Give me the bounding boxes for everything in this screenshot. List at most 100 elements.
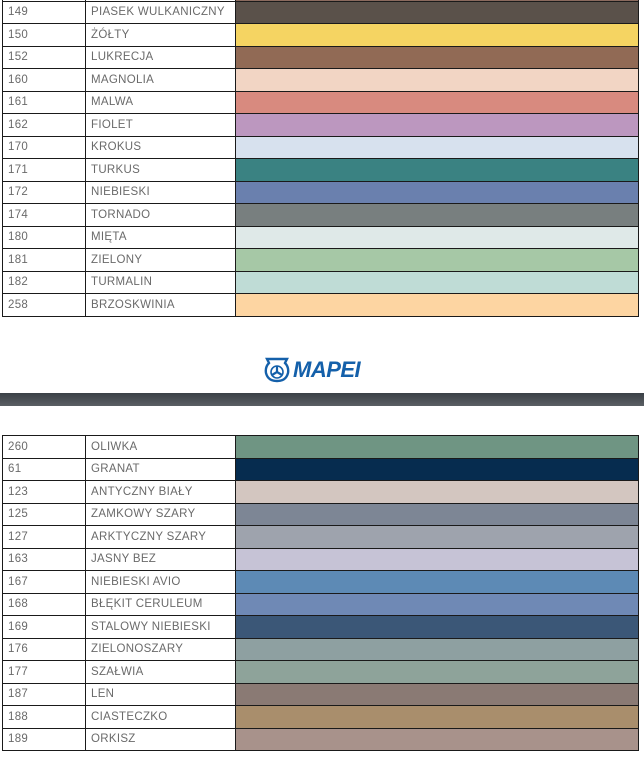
color-row: 170 KROKUS — [2, 135, 639, 159]
color-row: 174 TORNADO — [2, 203, 639, 227]
color-code: 188 — [2, 705, 86, 729]
color-name: MAGNOLIA — [85, 68, 236, 92]
color-row: 149 PIASEK WULKANICZNY — [2, 0, 639, 24]
color-swatch — [235, 637, 639, 661]
color-row: 188 CIASTECZKO — [2, 705, 639, 729]
color-swatch — [235, 592, 639, 616]
mapei-emblem-icon — [264, 357, 290, 383]
color-name: ŻÓŁTY — [85, 23, 236, 47]
color-name: OLIWKA — [85, 435, 236, 459]
color-table-top: 149 PIASEK WULKANICZNY 150 ŻÓŁTY 152 LUKRECJA… — [2, 0, 639, 317]
color-row: 161 MALWA — [2, 90, 639, 114]
color-code: 171 — [2, 158, 86, 182]
color-code: 167 — [2, 570, 86, 594]
color-swatch — [235, 225, 639, 249]
color-row: 160 MAGNOLIA — [2, 68, 639, 92]
color-code: 61 — [2, 457, 86, 481]
color-row: 176 ZIELONOSZARY — [2, 637, 639, 661]
color-swatch — [235, 457, 639, 481]
color-name: SZAŁWIA — [85, 660, 236, 684]
color-table-bottom: 260 OLIWKA 61 GRANAT 123 ANTYCZNY BIAŁY 125 ZAM… — [2, 435, 639, 751]
color-swatch — [235, 435, 639, 459]
color-row: 171 TURKUS — [2, 158, 639, 182]
color-row: 182 TURMALIN — [2, 270, 639, 294]
color-code: 170 — [2, 135, 86, 159]
color-swatch — [235, 68, 639, 92]
color-row: 163 JASNY BEZ — [2, 547, 639, 571]
color-code: 149 — [2, 0, 86, 24]
color-code: 168 — [2, 592, 86, 616]
color-code: 150 — [2, 23, 86, 47]
color-name: ZAMKOWY SZARY — [85, 502, 236, 526]
color-name: JASNY BEZ — [85, 547, 236, 571]
color-row: 168 BŁĘKIT CERULEUM — [2, 592, 639, 616]
color-name: KROKUS — [85, 135, 236, 159]
color-code: 182 — [2, 270, 86, 294]
color-code: 162 — [2, 113, 86, 137]
color-name: BRZOSKWINIA — [85, 293, 236, 317]
color-code: 181 — [2, 248, 86, 272]
color-name: GRANAT — [85, 457, 236, 481]
color-swatch — [235, 45, 639, 69]
color-code: 163 — [2, 547, 86, 571]
color-swatch — [235, 23, 639, 47]
color-swatch — [235, 270, 639, 294]
color-swatch — [235, 502, 639, 526]
color-code: 189 — [2, 727, 86, 751]
color-row: 180 MIĘTA — [2, 225, 639, 249]
color-swatch — [235, 525, 639, 549]
color-code: 260 — [2, 435, 86, 459]
color-code: 180 — [2, 225, 86, 249]
color-row: 127 ARKTYCZNY SZARY — [2, 525, 639, 549]
color-swatch — [235, 705, 639, 729]
color-row: 181 ZIELONY — [2, 248, 639, 272]
color-swatch — [235, 682, 639, 706]
color-name: ZIELONY — [85, 248, 236, 272]
color-row: 162 FIOLET — [2, 113, 639, 137]
color-code: 152 — [2, 45, 86, 69]
color-swatch — [235, 203, 639, 227]
color-name: NIEBIESKI — [85, 180, 236, 204]
color-name: MIĘTA — [85, 225, 236, 249]
color-name: FIOLET — [85, 113, 236, 137]
color-code: 161 — [2, 90, 86, 114]
color-swatch — [235, 90, 639, 114]
color-swatch — [235, 113, 639, 137]
color-row: 189 ORKISZ — [2, 727, 639, 751]
color-swatch — [235, 615, 639, 639]
logo-text: MAPEI — [293, 357, 361, 382]
color-swatch — [235, 248, 639, 272]
color-row: 169 STALOWY NIEBIESKI — [2, 615, 639, 639]
color-row: 260 OLIWKA — [2, 435, 639, 459]
color-swatch — [235, 660, 639, 684]
color-code: 160 — [2, 68, 86, 92]
color-swatch — [235, 180, 639, 204]
color-row: 125 ZAMKOWY SZARY — [2, 502, 639, 526]
color-swatch — [235, 570, 639, 594]
page-separator — [0, 393, 644, 406]
color-code: 127 — [2, 525, 86, 549]
color-code: 172 — [2, 180, 86, 204]
color-swatch — [235, 0, 639, 24]
color-name: ZIELONOSZARY — [85, 637, 236, 661]
color-row: 258 BRZOSKWINIA — [2, 293, 639, 317]
color-code: 169 — [2, 615, 86, 639]
color-row: 172 NIEBIESKI — [2, 180, 639, 204]
color-name: BŁĘKIT CERULEUM — [85, 592, 236, 616]
color-swatch — [235, 547, 639, 571]
color-name: TURKUS — [85, 158, 236, 182]
color-name: ORKISZ — [85, 727, 236, 751]
color-name: TORNADO — [85, 203, 236, 227]
color-swatch — [235, 480, 639, 504]
color-swatch — [235, 158, 639, 182]
color-code: 125 — [2, 502, 86, 526]
color-name: NIEBIESKI AVIO — [85, 570, 236, 594]
color-name: PIASEK WULKANICZNY — [85, 0, 236, 24]
color-swatch — [235, 727, 639, 751]
color-name: MALWA — [85, 90, 236, 114]
color-code: 187 — [2, 682, 86, 706]
color-name: ARKTYCZNY SZARY — [85, 525, 236, 549]
color-row: 187 LEN — [2, 682, 639, 706]
color-code: 174 — [2, 203, 86, 227]
color-row: 167 NIEBIESKI AVIO — [2, 570, 639, 594]
